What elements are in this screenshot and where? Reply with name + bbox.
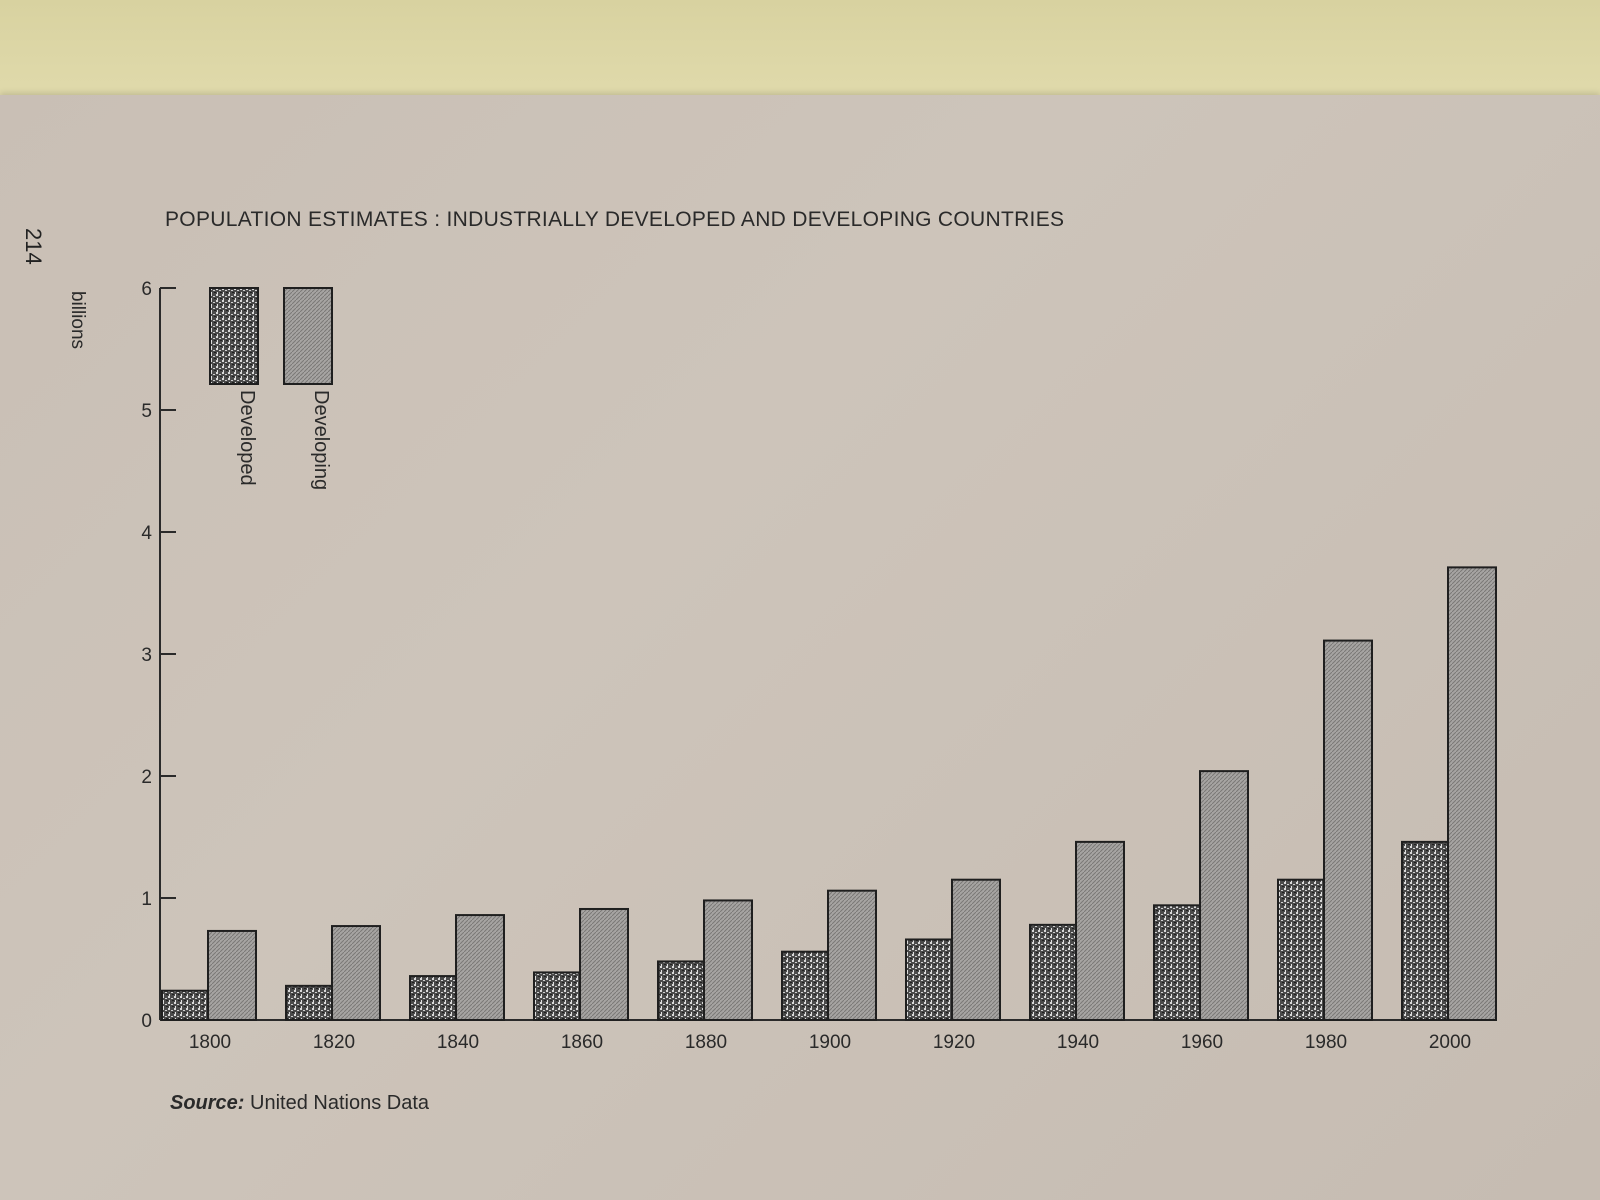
x-tick-label: 1840 [437,1032,479,1053]
y-tick-label: 3 [141,645,152,666]
x-tick-label: 1880 [685,1032,727,1053]
bar-developing [1075,840,1125,1021]
y-tick-label: 4 [141,523,152,544]
legend-swatch-developing [283,287,333,385]
bar-developing [455,914,505,1022]
source-note: Source: United Nations Data [170,1092,429,1115]
bar-developing [703,899,753,1021]
bar-developed [285,984,335,1022]
legend: Developed Developing [209,287,333,490]
y-tick-label: 6 [141,279,152,300]
bar-developed [657,960,707,1022]
y-axis-label: billions [67,291,88,349]
bar-developed [161,989,211,1021]
bar-developing [207,929,257,1021]
x-tick-label: 1920 [933,1032,975,1053]
y-tick-label: 1 [141,889,152,910]
y-tick-label: 0 [141,1011,152,1032]
legend-label-developing: Developing [310,390,332,490]
bar-developed [1153,904,1203,1022]
y-tick-label: 2 [141,767,152,788]
bar-developing [1323,639,1373,1022]
x-tick-label: 1860 [561,1032,603,1053]
bar-developing [579,907,629,1021]
x-tick-label: 1820 [313,1032,355,1053]
x-tick-label: 1940 [1057,1032,1099,1053]
source-lead: Source: [170,1092,245,1114]
x-tick-label: 1980 [1305,1032,1347,1053]
bar-developing [331,925,381,1021]
x-tick-label: 1900 [809,1032,851,1053]
legend-swatch-developed [209,287,259,385]
x-tick-label: 1960 [1181,1032,1223,1053]
x-tick-label: 1800 [189,1032,231,1053]
bar-developing [1199,770,1249,1021]
bar-developed [1029,923,1079,1022]
chart-title: POPULATION ESTIMATES : INDUSTRIALLY DEVE… [165,208,1064,231]
source-text: United Nations Data [250,1092,430,1114]
legend-label-developed: Developed [236,390,258,486]
bar-developing [1447,566,1497,1021]
bar-developing [827,889,877,1021]
bar-developed [905,938,955,1021]
bar-developed [781,950,831,1021]
bar-developing [951,878,1001,1022]
bar-developed [1401,840,1451,1021]
bars: 1800 1820 1840 1860 1880 1900 1920 1940 1960 1980… [161,566,1497,1053]
bar-developed [1277,878,1327,1022]
bar-developed [409,975,459,1022]
bar-developed [533,971,583,1021]
x-tick-label: 2000 [1429,1032,1471,1053]
y-tick-label: 5 [141,401,152,422]
